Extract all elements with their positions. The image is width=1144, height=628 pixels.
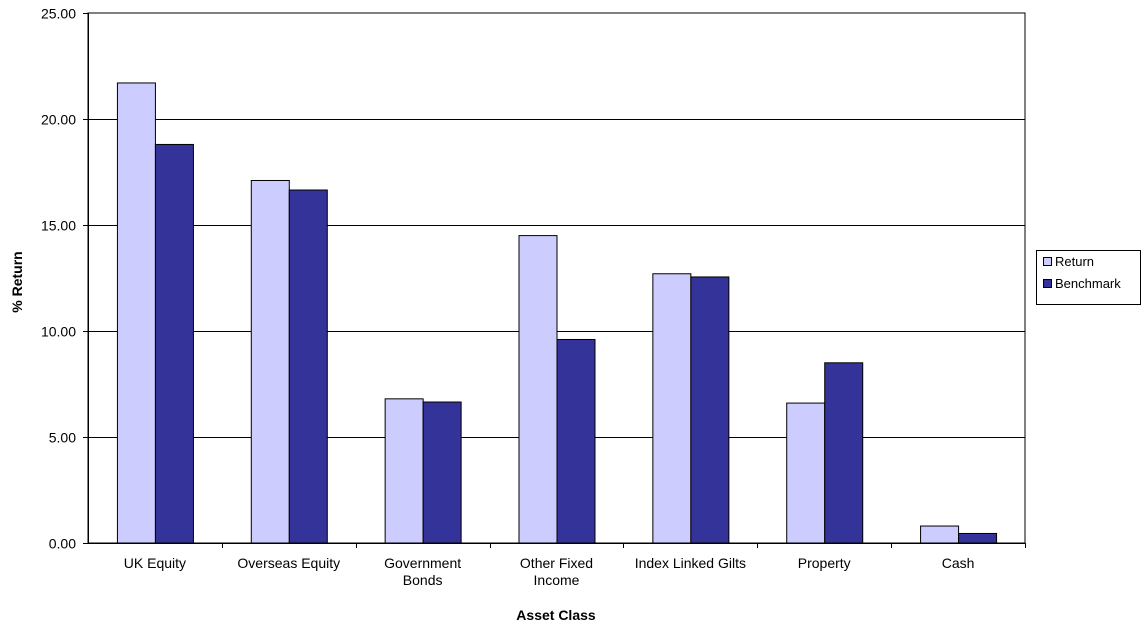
x-tick-label: Index Linked Gilts	[635, 555, 746, 571]
bar-return	[786, 402, 826, 544]
bar-benchmark	[422, 401, 462, 544]
y-tick-label: 10.00	[41, 324, 76, 340]
x-tick-label: Other Fixed Income	[520, 555, 593, 588]
bar-benchmark	[824, 362, 864, 544]
x-tick-label: Government Bonds	[384, 555, 461, 588]
legend-swatch-benchmark	[1043, 279, 1052, 288]
bar-benchmark	[690, 276, 730, 544]
legend-label-benchmark: Benchmark	[1055, 276, 1121, 291]
x-axis-title: Asset Class	[516, 607, 596, 623]
bar-return	[920, 525, 960, 544]
y-tick-label: 5.00	[49, 430, 76, 446]
bar-benchmark	[958, 532, 998, 544]
legend-box	[1036, 250, 1141, 305]
tick-labels: 0.00 5.00 10.00 15.00 20.00 25.00 UK Equity Ove…	[41, 6, 974, 589]
legend-label-return: Return	[1055, 254, 1094, 269]
bar-benchmark	[556, 338, 596, 544]
bar-return	[518, 235, 558, 544]
bar-return	[116, 82, 156, 544]
bars	[116, 82, 998, 544]
bar-return	[250, 179, 290, 544]
x-tick-label: UK Equity	[124, 555, 186, 571]
y-tick-label: 15.00	[41, 218, 76, 234]
y-tick-label: 0.00	[49, 536, 76, 552]
legend: Return Benchmark	[1036, 250, 1141, 305]
y-tick-label: 25.00	[41, 6, 76, 22]
y-axis-title: % Return	[9, 251, 25, 312]
bar-return	[652, 273, 692, 544]
x-tick-label: Property	[798, 555, 851, 571]
bar-benchmark	[288, 189, 328, 544]
x-tick-label: Overseas Equity	[237, 555, 340, 571]
axes	[83, 13, 1026, 548]
legend-swatch-return	[1043, 257, 1052, 266]
y-tick-label: 20.00	[41, 112, 76, 128]
x-tick-label: Cash	[942, 555, 975, 571]
bar-benchmark	[154, 143, 194, 544]
bar-return	[384, 398, 424, 544]
